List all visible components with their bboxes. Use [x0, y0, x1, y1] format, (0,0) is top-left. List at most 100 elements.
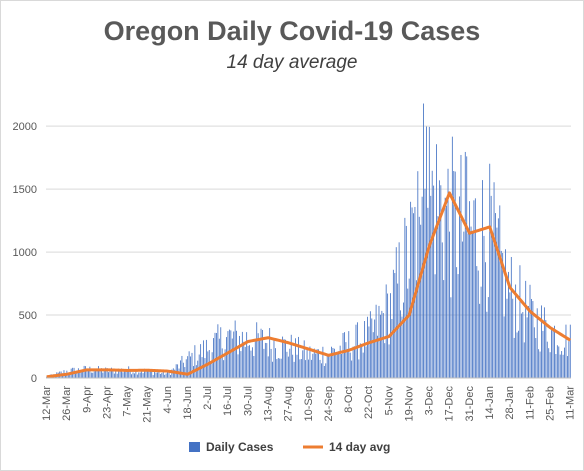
daily-cases-bar: [506, 298, 508, 378]
daily-cases-bar: [513, 337, 515, 378]
daily-cases-bar: [210, 363, 212, 378]
daily-cases-bar: [371, 318, 373, 378]
daily-cases-bar: [161, 373, 163, 378]
daily-cases-bar: [264, 342, 266, 378]
legend-daily-cases: Daily Cases: [206, 440, 274, 454]
daily-cases-bar: [325, 363, 327, 378]
daily-cases-bar: [118, 368, 120, 378]
daily-cases-bar: [76, 370, 78, 378]
daily-cases-bar: [505, 249, 506, 378]
daily-cases-bar: [168, 372, 170, 378]
daily-cases-bar: [115, 369, 117, 378]
daily-cases-bar: [451, 136, 453, 378]
daily-cases-bar: [449, 231, 450, 378]
daily-cases-bar: [499, 205, 501, 378]
daily-cases-bar: [69, 373, 71, 378]
daily-cases-bar: [355, 324, 357, 378]
daily-cases-bar: [272, 361, 273, 378]
daily-cases-bar: [473, 200, 475, 378]
daily-cases-bar: [470, 226, 472, 378]
daily-cases-bar: [384, 343, 386, 378]
daily-cases-bar: [253, 355, 255, 378]
daily-cases-bar: [203, 340, 204, 378]
daily-cases-bar: [516, 332, 518, 378]
daily-cases-bar: [180, 360, 181, 378]
daily-cases-bar: [358, 359, 360, 378]
daily-cases-bar: [352, 346, 354, 378]
daily-cases-bar: [240, 351, 242, 378]
daily-cases-bar: [86, 370, 88, 378]
daily-cases-bar: [401, 316, 403, 378]
daily-cases-bar: [382, 313, 384, 378]
daily-cases-bar: [403, 302, 404, 378]
daily-cases-bar: [331, 346, 332, 378]
x-tick-label: 2-Jul: [202, 386, 214, 410]
daily-cases-bar: [92, 372, 94, 378]
daily-cases-bar: [310, 359, 312, 378]
daily-cases-bar: [106, 368, 108, 378]
daily-cases-bar: [251, 347, 253, 378]
daily-cases-bar: [359, 343, 361, 378]
daily-cases-bar: [407, 288, 409, 378]
legend: Daily Cases 14 day avg: [189, 440, 390, 454]
daily-cases-bar: [431, 170, 433, 378]
daily-cases-bar: [487, 297, 489, 378]
x-tick-label: 11-Mar: [565, 386, 577, 420]
daily-cases-bar: [95, 371, 97, 378]
x-tick-label: 4-Jun: [162, 386, 174, 414]
y-tick-label: 1500: [13, 184, 37, 196]
daily-cases-bar: [146, 370, 148, 378]
daily-cases-bar: [250, 350, 252, 378]
daily-cases-bar: [368, 326, 370, 378]
daily-cases-bar: [500, 250, 502, 378]
daily-cases-bar: [269, 328, 271, 378]
daily-cases-bar: [508, 271, 509, 378]
daily-cases-bar: [510, 256, 512, 378]
daily-cases-bar: [174, 369, 176, 378]
daily-cases-bar: [485, 262, 486, 378]
daily-cases-bar: [436, 144, 437, 378]
daily-cases-bar: [381, 310, 383, 378]
daily-cases-bar: [427, 207, 429, 378]
daily-cases-bar: [515, 284, 517, 378]
daily-cases-bar: [323, 365, 325, 378]
y-tick-label: 2000: [13, 121, 37, 133]
daily-cases-bar: [167, 371, 168, 378]
daily-cases-bar: [200, 344, 202, 378]
daily-cases-bar: [216, 332, 217, 378]
daily-cases-bar: [85, 366, 86, 378]
daily-cases-bar: [88, 370, 89, 378]
daily-cases-bar: [111, 367, 112, 378]
daily-cases-bar: [377, 335, 378, 378]
daily-cases-bar: [46, 376, 48, 378]
daily-cases-bar: [152, 375, 154, 378]
daily-cases-bar: [134, 373, 135, 378]
x-tick-label: 24-Sep: [323, 386, 335, 421]
daily-cases-bar: [566, 356, 568, 378]
y-tick-label: 0: [31, 373, 37, 385]
daily-cases-bar: [335, 354, 337, 378]
daily-cases-bar: [398, 242, 400, 378]
daily-cases-bar: [164, 374, 166, 378]
x-tick-label: 8-Oct: [343, 386, 355, 413]
daily-cases-bar: [361, 344, 363, 378]
daily-cases-bar: [139, 372, 141, 378]
daily-cases-bar: [194, 345, 196, 378]
daily-cases-bar: [522, 312, 524, 378]
daily-cases-bar: [552, 329, 554, 378]
daily-cases-bar: [306, 348, 308, 378]
daily-cases-bar: [260, 328, 262, 378]
daily-cases-bar: [75, 373, 76, 378]
daily-cases-bar: [509, 292, 511, 378]
daily-cases-bar: [400, 310, 401, 378]
daily-cases-bar: [519, 265, 521, 378]
daily-cases-bar: [123, 371, 125, 378]
daily-cases-bar: [276, 359, 278, 378]
daily-cases-bar: [444, 197, 446, 378]
daily-cases-bar: [136, 374, 138, 378]
daily-cases-bar: [96, 369, 98, 378]
daily-cases-bar: [561, 351, 563, 378]
daily-cases-bar: [93, 371, 95, 378]
daily-cases-bar: [546, 341, 548, 378]
